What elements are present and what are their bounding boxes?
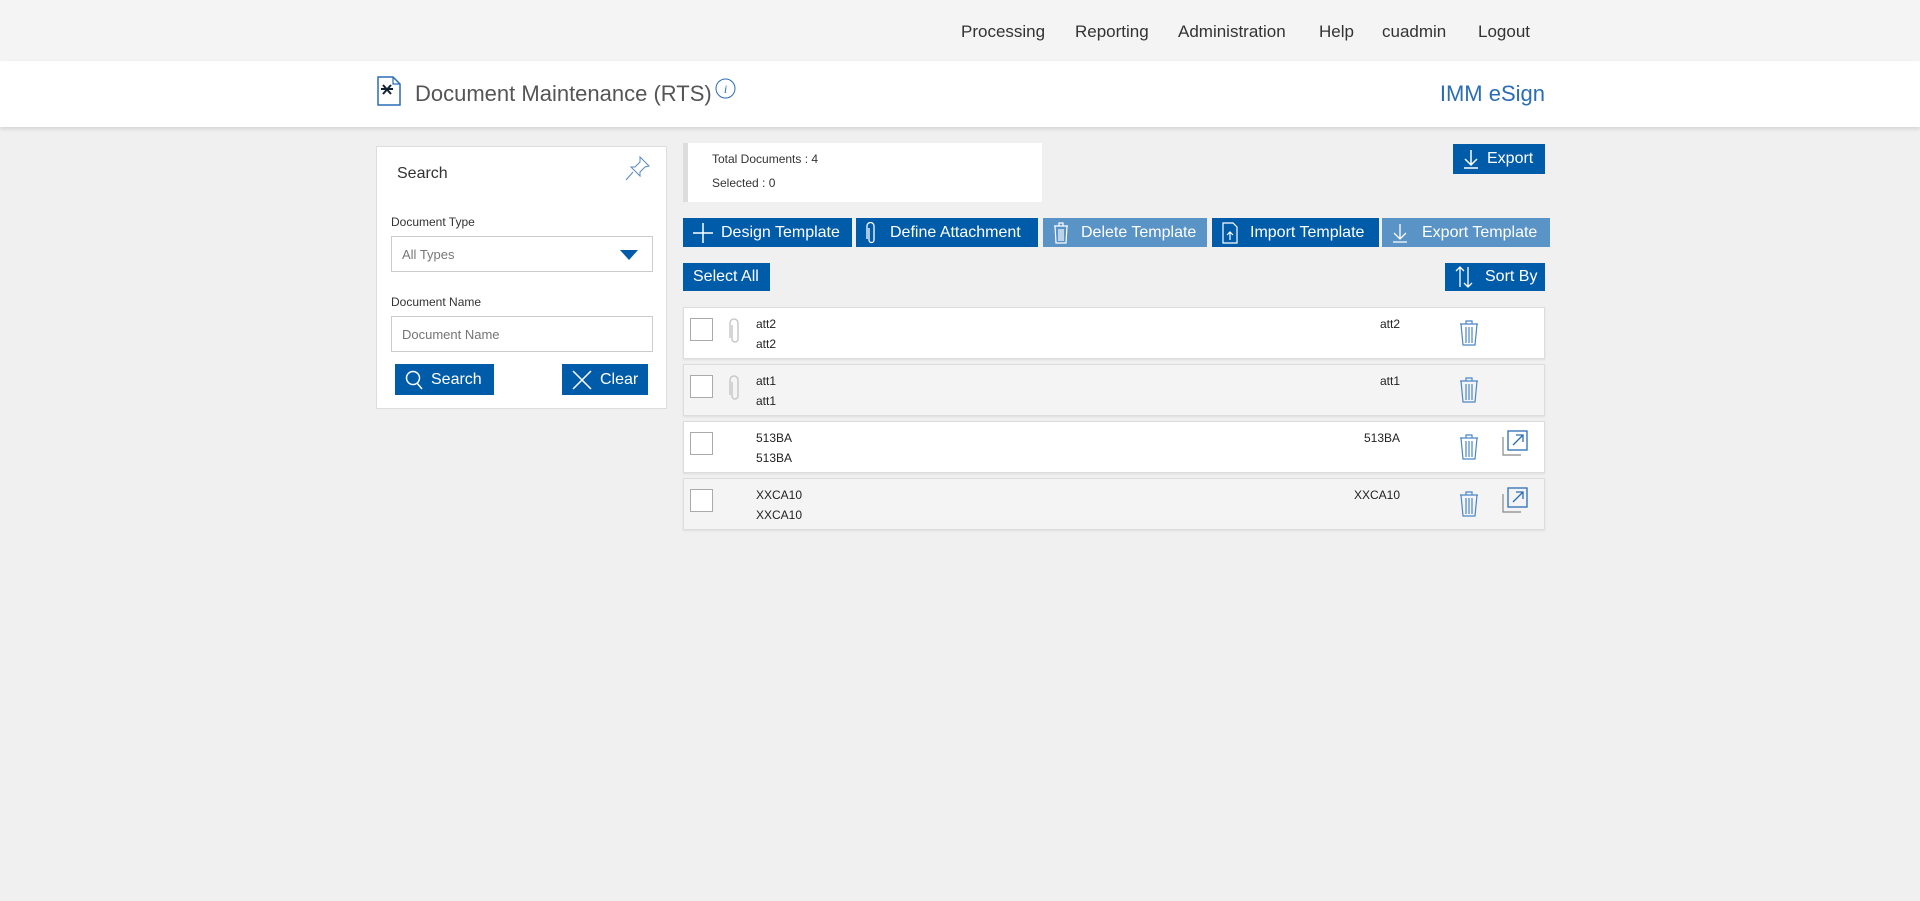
import-template-label: Import Template: [1250, 223, 1365, 241]
row-checkbox[interactable]: [690, 318, 713, 341]
close-icon: [572, 369, 592, 390]
import-template-button[interactable]: Import Template: [1212, 218, 1379, 247]
delete-template-label: Delete Template: [1081, 223, 1197, 241]
document-row[interactable]: 513BA 513BA 513BA: [683, 421, 1545, 473]
paperclip-icon: [866, 221, 875, 243]
sort-by-label: Sort By: [1485, 268, 1538, 285]
open-external-icon[interactable]: [1501, 429, 1529, 457]
document-name: att1: [756, 374, 777, 388]
export-template-label: Export Template: [1422, 223, 1538, 241]
document-name: 513BA: [756, 431, 793, 445]
clear-button-label: Clear: [600, 370, 639, 388]
nav-user[interactable]: cuadmin: [1382, 22, 1447, 41]
document-row[interactable]: XXCA10 XXCA10 XXCA10: [683, 478, 1545, 530]
svg-text:i: i: [724, 82, 727, 96]
top-nav: Processing Reporting Administration Help…: [0, 0, 1920, 61]
paperclip-icon: [729, 318, 739, 343]
document-type: att1: [1379, 374, 1400, 388]
search-icon: [405, 370, 423, 389]
design-template-label: Design Template: [721, 223, 840, 241]
document-type-value: All Types: [402, 246, 455, 262]
selected-count: Selected : 0: [712, 176, 776, 190]
document-type-select[interactable]: All Types: [391, 236, 653, 272]
trash-icon[interactable]: [1458, 433, 1480, 461]
define-attachment-button[interactable]: Define Attachment: [856, 218, 1038, 247]
pin-icon[interactable]: [625, 155, 651, 181]
export-button[interactable]: Export: [1453, 144, 1545, 174]
nav-reporting[interactable]: Reporting: [1075, 22, 1149, 41]
document-name-label: Document Name: [391, 295, 482, 309]
export-template-button[interactable]: Export Template: [1382, 218, 1550, 247]
row-checkbox[interactable]: [690, 432, 713, 455]
search-button[interactable]: Search: [395, 364, 494, 395]
row-checkbox[interactable]: [690, 375, 713, 398]
define-attachment-label: Define Attachment: [890, 223, 1021, 241]
import-file-icon: [1222, 221, 1238, 244]
document-row[interactable]: att2 att2 att2: [683, 307, 1545, 359]
sort-by-button[interactable]: Sort By: [1445, 263, 1545, 291]
paperclip-icon: [729, 375, 739, 400]
nav-help[interactable]: Help: [1319, 22, 1354, 41]
document-name: XXCA10: [756, 488, 803, 502]
row-checkbox[interactable]: [690, 489, 713, 512]
document-description: att1: [756, 394, 777, 408]
open-external-icon[interactable]: [1501, 486, 1529, 514]
delete-template-button[interactable]: Delete Template: [1043, 218, 1207, 247]
export-button-label: Export: [1487, 150, 1534, 167]
total-documents: Total Documents : 4: [712, 152, 819, 166]
document-name: att2: [756, 317, 777, 331]
nav-administration[interactable]: Administration: [1178, 22, 1286, 41]
info-icon[interactable]: i: [715, 78, 736, 99]
trash-icon: [1054, 221, 1068, 244]
select-all-button[interactable]: Select All: [683, 263, 770, 291]
document-type: 513BA: [1363, 431, 1400, 445]
trash-icon[interactable]: [1458, 490, 1480, 518]
document-stats: Total Documents : 4 Selected : 0: [683, 143, 1042, 202]
download-icon: [1393, 223, 1407, 243]
document-icon: [377, 76, 401, 106]
document-type-label: Document Type: [391, 215, 475, 229]
plus-icon: [693, 222, 713, 243]
download-icon: [1464, 150, 1478, 169]
clear-button[interactable]: Clear: [562, 364, 648, 395]
document-name-input[interactable]: [391, 316, 653, 352]
page-title: Document Maintenance (RTS): [415, 81, 712, 106]
document-type: XXCA10: [1353, 488, 1400, 502]
document-description: att2: [756, 337, 777, 351]
trash-icon[interactable]: [1458, 376, 1480, 404]
page-header: Document Maintenance (RTS) i IMM eSign: [0, 61, 1920, 127]
document-description: XXCA10: [756, 508, 803, 522]
nav-processing[interactable]: Processing: [961, 22, 1046, 41]
nav-logout[interactable]: Logout: [1478, 22, 1530, 41]
document-description: 513BA: [756, 451, 793, 465]
brand-name: IMM eSign: [1439, 81, 1545, 106]
document-type: att2: [1379, 317, 1400, 331]
chevron-down-icon: [620, 250, 638, 260]
select-all-label: Select All: [693, 268, 759, 285]
document-row[interactable]: att1 att1 att1: [683, 364, 1545, 416]
sort-icon: [1455, 266, 1473, 288]
search-panel: Search Document Type All Types Document …: [376, 146, 667, 409]
design-template-button[interactable]: Design Template: [683, 218, 852, 247]
trash-icon[interactable]: [1458, 319, 1480, 347]
search-panel-title: Search: [397, 165, 448, 182]
search-button-label: Search: [431, 370, 482, 388]
